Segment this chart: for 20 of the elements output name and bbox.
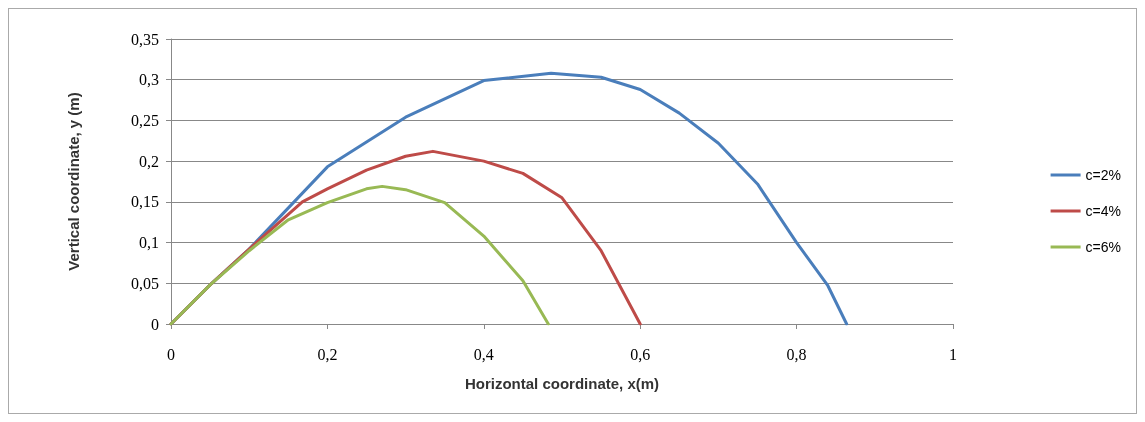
y-tick-label: 0,2	[139, 152, 159, 170]
y-tick-label: 0,1	[139, 234, 159, 252]
y-tick-label: 0,25	[131, 111, 159, 129]
legend-label: c=4%	[1085, 203, 1122, 219]
line-series	[169, 184, 550, 326]
x-tick-label: 1	[949, 345, 957, 363]
y-tick-label: 0	[151, 315, 159, 333]
y-tick-label: 0,35	[131, 30, 159, 48]
x-tick-label: 0	[167, 345, 175, 363]
y-tick-label: 0,15	[131, 193, 159, 211]
x-axis-title: Horizontal coordinate, x(m)	[464, 375, 660, 392]
legend-label: c=6%	[1085, 239, 1122, 255]
x-tick-label: 0,2	[317, 345, 338, 363]
y-tick-label: 0,05	[131, 274, 159, 292]
x-tick-label: 0,4	[473, 345, 494, 363]
x-tick-label: 0,8	[786, 345, 807, 363]
legend-label: c=2%	[1085, 167, 1122, 183]
x-tick-label: 0,6	[630, 345, 651, 363]
y-axis-title: Vertical coordinate, y (m)	[65, 92, 82, 271]
y-tick-label: 0,3	[139, 71, 159, 89]
